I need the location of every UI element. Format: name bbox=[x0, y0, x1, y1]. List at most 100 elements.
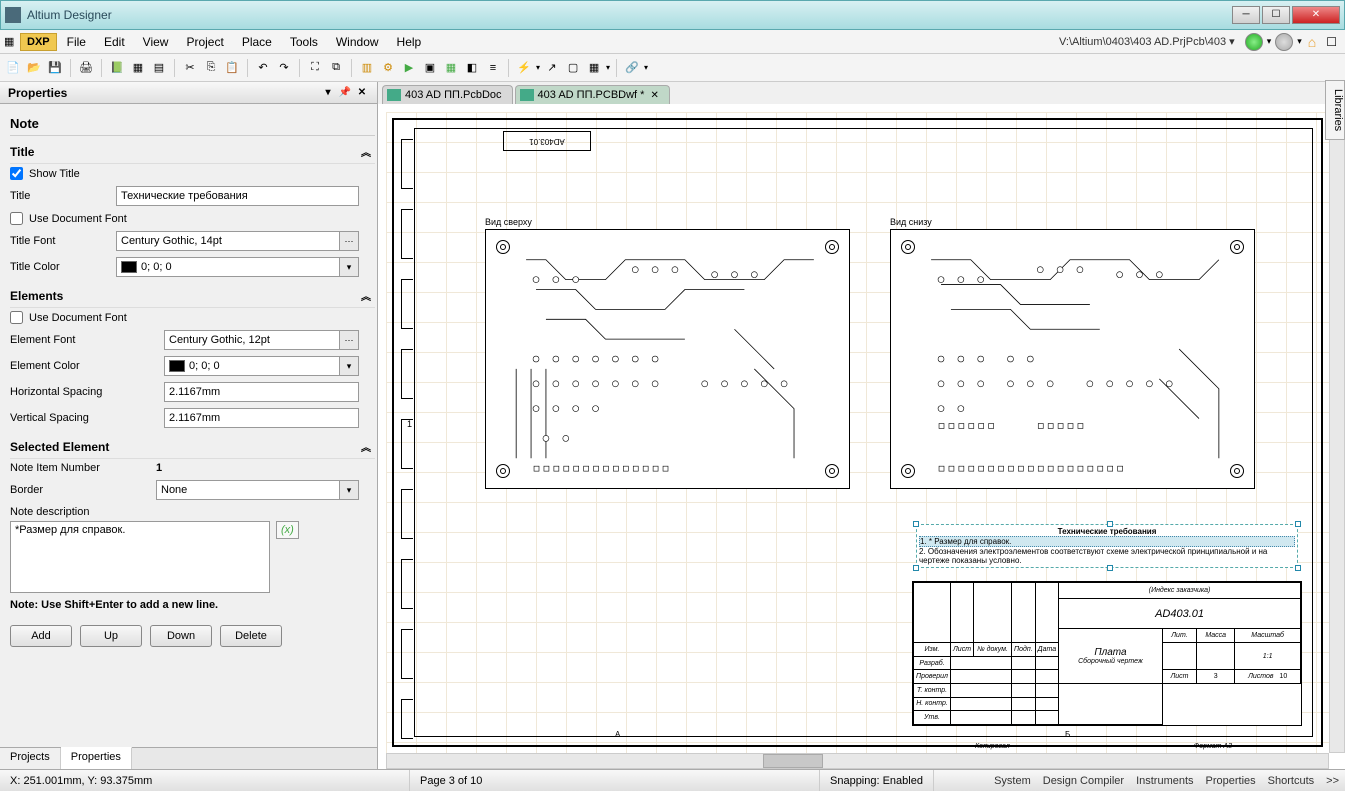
description-textarea[interactable] bbox=[10, 521, 270, 593]
libraries-tab[interactable]: Libraries bbox=[1325, 82, 1345, 140]
link-icon[interactable]: 🔗 bbox=[623, 59, 641, 77]
status-link-properties[interactable]: Properties bbox=[1200, 775, 1262, 787]
description-label: Note description bbox=[10, 506, 90, 518]
editor-tabs: 403 AD ПП.PcbDoc 403 AD ПП.PCBDwf *✕ bbox=[378, 82, 1345, 104]
sheet-icon[interactable]: ▢ bbox=[564, 59, 582, 77]
format-label: Формат А3 bbox=[1194, 743, 1232, 750]
h-spacing-input[interactable]: 2.1167mm bbox=[164, 382, 359, 402]
vertical-scrollbar[interactable] bbox=[1329, 104, 1345, 753]
zoom-area-icon[interactable]: ⧉ bbox=[327, 59, 345, 77]
horizontal-scrollbar[interactable] bbox=[386, 753, 1329, 769]
up-button[interactable]: Up bbox=[80, 625, 142, 647]
notes-annotation[interactable]: Технические требования 1. * Размер для с… bbox=[916, 524, 1298, 568]
window-title: Altium Designer bbox=[27, 8, 1232, 22]
collapse-icon[interactable]: ︽ bbox=[357, 144, 375, 159]
border-select[interactable]: None bbox=[156, 480, 359, 500]
dxp-menu[interactable]: DXP bbox=[20, 33, 57, 51]
new-icon[interactable]: 📄 bbox=[4, 59, 22, 77]
script-icon[interactable]: ⚙ bbox=[379, 59, 397, 77]
collapse-icon[interactable]: ︽ bbox=[357, 288, 375, 303]
menu-place[interactable]: Place bbox=[234, 33, 280, 51]
project-path[interactable]: V:\Altium\0403\403 AD.PrjPcb\403 ▾ bbox=[1053, 33, 1241, 50]
sheets-icon[interactable]: ▦ bbox=[129, 59, 147, 77]
open-icon[interactable]: 📂 bbox=[25, 59, 43, 77]
drawing-canvas[interactable]: AD403.01 1 bbox=[386, 112, 1329, 753]
notes-title: Технические требования bbox=[919, 527, 1295, 536]
nav-forward-button[interactable] bbox=[1275, 33, 1293, 51]
menu-edit[interactable]: Edit bbox=[96, 33, 133, 51]
route-icon[interactable]: ↗ bbox=[543, 59, 561, 77]
panel-close-icon[interactable]: ✕ bbox=[355, 86, 369, 100]
cut-icon[interactable]: ✂ bbox=[181, 59, 199, 77]
minimize-button[interactable]: ─ bbox=[1232, 6, 1260, 24]
panel-title: Properties bbox=[8, 86, 67, 100]
chip-icon[interactable]: ▣ bbox=[421, 59, 439, 77]
panel-dropdown-icon[interactable]: ▾ bbox=[321, 86, 335, 100]
editor-tab-pcbdwf[interactable]: 403 AD ПП.PCBDwf *✕ bbox=[515, 85, 670, 104]
3d-icon[interactable]: ◧ bbox=[463, 59, 481, 77]
panel-pin-icon[interactable]: 📌 bbox=[338, 86, 352, 100]
elements-use-doc-font-checkbox[interactable] bbox=[10, 311, 23, 324]
title-input[interactable]: Технические требования bbox=[116, 186, 359, 206]
add-button[interactable]: Add bbox=[10, 625, 72, 647]
zoom-fit-icon[interactable]: ⛶ bbox=[306, 59, 324, 77]
board-icon[interactable]: ▦ bbox=[442, 59, 460, 77]
copy-icon[interactable]: ⎘ bbox=[202, 59, 220, 77]
v-spacing-input[interactable]: 2.1167mm bbox=[164, 408, 359, 428]
status-link-shortcuts[interactable]: Shortcuts bbox=[1262, 775, 1320, 787]
title-font-input[interactable]: Century Gothic, 14pt bbox=[116, 231, 359, 251]
zone-tab bbox=[401, 559, 413, 609]
titlebar: Altium Designer ─ ☐ ✕ bbox=[0, 0, 1345, 30]
tab-projects[interactable]: Projects bbox=[0, 748, 61, 769]
redo-icon[interactable]: ↷ bbox=[275, 59, 293, 77]
status-link-compiler[interactable]: Design Compiler bbox=[1037, 775, 1130, 787]
status-link-instruments[interactable]: Instruments bbox=[1130, 775, 1199, 787]
delete-button[interactable]: Delete bbox=[220, 625, 282, 647]
favorites-icon[interactable]: ☐ bbox=[1326, 35, 1337, 49]
toolbar: 📄 📂 💾 🖨 📗 ▦ ▤ ✂ ⎘ 📋 ↶ ↷ ⛶ ⧉ ▥ ⚙ ▶ ▣ ▦ ◧ … bbox=[0, 54, 1345, 82]
element-font-input[interactable]: Century Gothic, 12pt bbox=[164, 330, 359, 350]
table-icon[interactable]: ▦ bbox=[585, 59, 603, 77]
compile-icon[interactable]: ▶ bbox=[400, 59, 418, 77]
status-link-system[interactable]: System bbox=[988, 775, 1037, 787]
kopiroval-label: Копировал bbox=[975, 743, 1010, 750]
menu-view[interactable]: View bbox=[135, 33, 177, 51]
print-icon[interactable]: 🖨 bbox=[77, 59, 95, 77]
maximize-button[interactable]: ☐ bbox=[1262, 6, 1290, 24]
undo-icon[interactable]: ↶ bbox=[254, 59, 272, 77]
properties-panel: Properties ▾ 📌 ✕ Note Title ︽ Show Title… bbox=[0, 82, 378, 769]
status-expand[interactable]: >> bbox=[1320, 775, 1345, 787]
menu-file[interactable]: File bbox=[59, 33, 94, 51]
title-color-input[interactable]: 0; 0; 0 bbox=[116, 257, 359, 277]
drawing-frame: AD403.01 1 bbox=[392, 118, 1323, 747]
nav-back-button[interactable] bbox=[1245, 33, 1263, 51]
close-button[interactable]: ✕ bbox=[1292, 6, 1340, 24]
down-button[interactable]: Down bbox=[150, 625, 212, 647]
tab-close-icon[interactable]: ✕ bbox=[650, 90, 658, 101]
show-title-checkbox[interactable] bbox=[10, 167, 23, 180]
formula-icon[interactable]: (x) bbox=[276, 521, 299, 539]
app-menu-icon[interactable]: ▦ bbox=[4, 35, 18, 49]
paste-icon[interactable]: 📋 bbox=[223, 59, 241, 77]
notes-item-selected[interactable]: 1. * Размер для справок. bbox=[919, 536, 1295, 547]
collapse-icon[interactable]: ︽ bbox=[357, 439, 375, 454]
element-color-input[interactable]: 0; 0; 0 bbox=[164, 356, 359, 376]
menu-window[interactable]: Window bbox=[328, 33, 387, 51]
panel-icon[interactable]: ▥ bbox=[358, 59, 376, 77]
book-icon[interactable]: 📗 bbox=[108, 59, 126, 77]
title-group-header[interactable]: Title ︽ bbox=[10, 140, 375, 164]
editor-tab-pcbdoc[interactable]: 403 AD ПП.PcbDoc bbox=[382, 85, 513, 104]
menu-help[interactable]: Help bbox=[389, 33, 430, 51]
elements-group-header[interactable]: Elements ︽ bbox=[10, 284, 375, 308]
home-icon[interactable]: ⌂ bbox=[1308, 34, 1316, 50]
use-doc-font-checkbox[interactable] bbox=[10, 212, 23, 225]
save-icon[interactable]: 💾 bbox=[46, 59, 64, 77]
selected-group-header[interactable]: Selected Element ︽ bbox=[10, 435, 375, 459]
layers-icon[interactable]: ▤ bbox=[150, 59, 168, 77]
stack-icon[interactable]: ≡ bbox=[484, 59, 502, 77]
probe-icon[interactable]: ⚡ bbox=[515, 59, 533, 77]
menu-project[interactable]: Project bbox=[178, 33, 231, 51]
menu-tools[interactable]: Tools bbox=[282, 33, 326, 51]
tab-properties[interactable]: Properties bbox=[61, 747, 132, 769]
item-number-label: Note Item Number bbox=[10, 462, 150, 474]
